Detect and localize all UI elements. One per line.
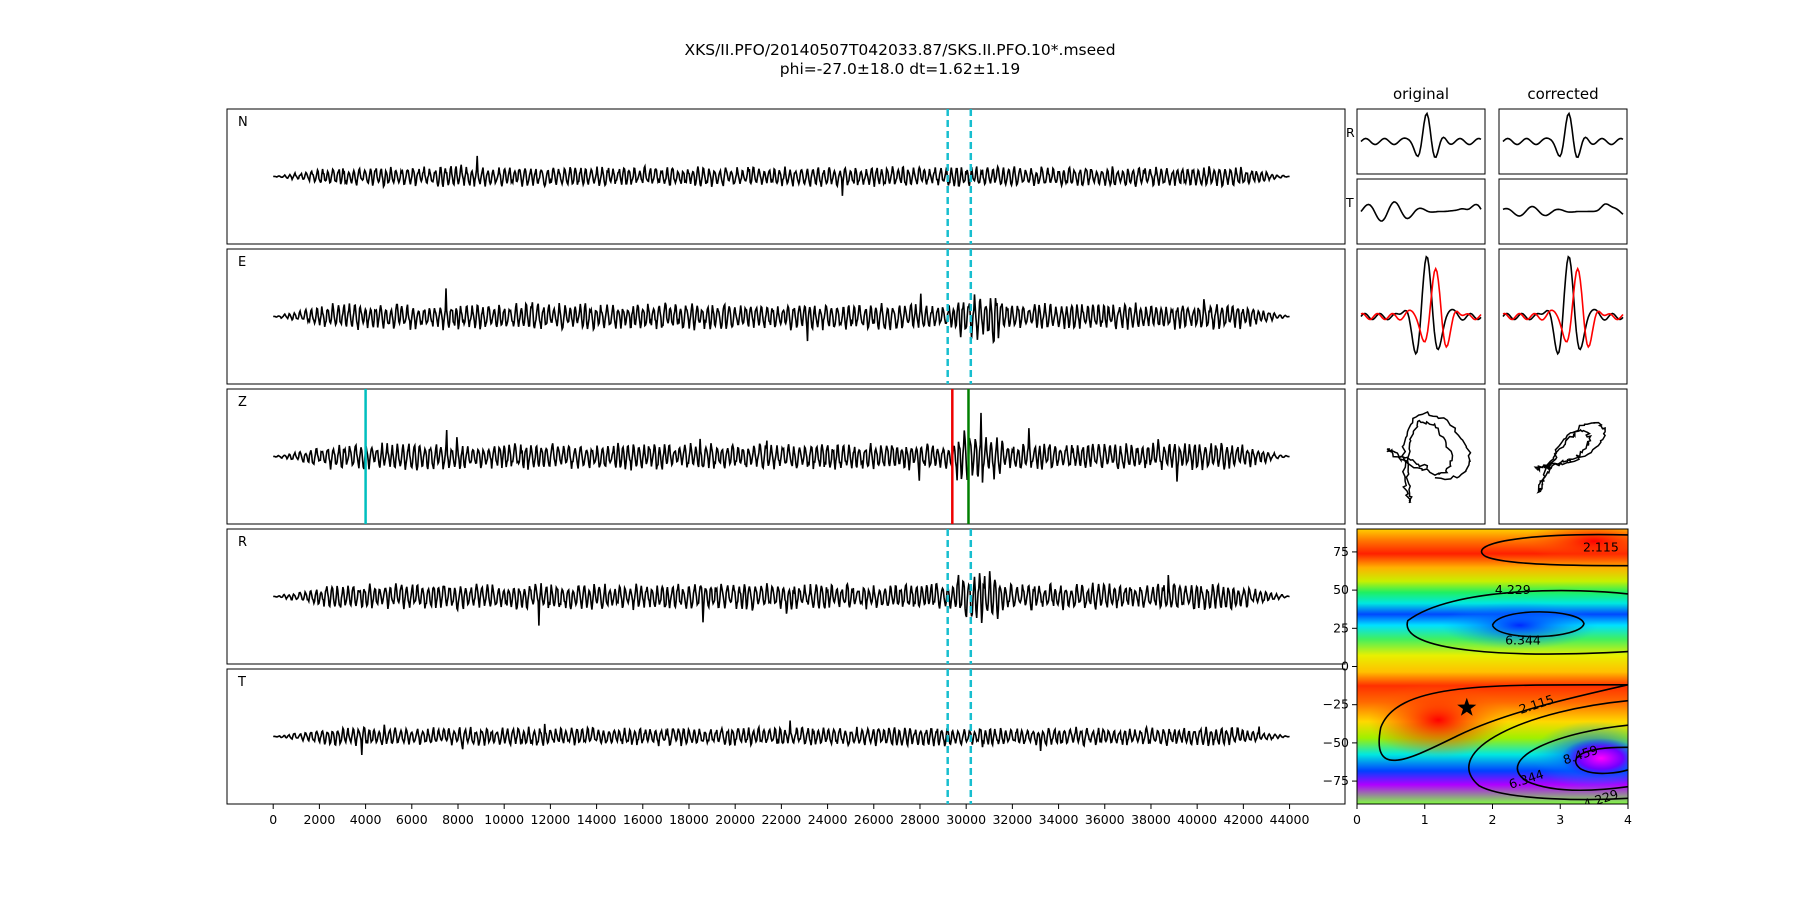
column-header-corrected: corrected — [1527, 85, 1598, 103]
x-tick-label: 38000 — [1131, 812, 1171, 827]
surface-red-region — [1368, 681, 1509, 758]
panel-label: T — [237, 675, 246, 690]
panel-frame — [1356, 178, 1486, 245]
comparison-panel-original-T — [1356, 178, 1486, 245]
x-tick-label: 44000 — [1270, 812, 1310, 827]
x-tick-label: 26000 — [854, 812, 894, 827]
waveform-line — [273, 720, 1290, 756]
contour-line-1 — [1480, 533, 1628, 567]
x-tick-label: 2000 — [303, 812, 335, 827]
comparison-panel-original-R — [1356, 108, 1486, 175]
overlay-black-line — [1502, 255, 1624, 356]
map-x-tick-label: 4 — [1624, 812, 1632, 827]
x-tick-label: 6000 — [396, 812, 428, 827]
x-tick-label: 14000 — [577, 812, 617, 827]
waveform-line — [273, 288, 1290, 345]
waveform-line — [273, 571, 1290, 626]
x-tick-label: 20000 — [715, 812, 755, 827]
wavelet-line — [1360, 201, 1482, 222]
comparison-panel-original-particle-motion — [1356, 388, 1486, 525]
map-x-tick-label: 3 — [1556, 812, 1564, 827]
x-tick-label: 30000 — [946, 812, 986, 827]
map-y-tick-label: 25 — [1333, 620, 1349, 635]
contour-line-3 — [1491, 611, 1585, 638]
x-tick-label: 28000 — [900, 812, 940, 827]
panel-label: Z — [238, 395, 247, 410]
comparison-panel-corrected-particle-motion — [1498, 388, 1628, 525]
map-y-tick-label: 75 — [1333, 544, 1349, 559]
contour-line-5 — [1575, 746, 1628, 775]
contour-label: 4.229 — [1495, 582, 1531, 597]
map-y-tick-label: −75 — [1323, 773, 1349, 788]
contour-line-4 — [1378, 683, 1628, 762]
x-tick-label: 10000 — [484, 812, 524, 827]
comparison-panel-corrected-R — [1498, 108, 1628, 175]
x-tick-label: 12000 — [531, 812, 571, 827]
overlay-red-line — [1502, 266, 1624, 349]
map-y-tick-label: −50 — [1323, 735, 1349, 750]
best-fit-star — [1457, 697, 1477, 716]
trace-panels: N E Z R T 0 2000 4000 6000 8000 10000 12000 14000 160… — [226, 108, 1346, 827]
contour-line-6 — [1516, 724, 1628, 792]
comparison-panels: original corrected R T — [1345, 85, 1628, 525]
contour-line-2 — [1406, 589, 1628, 655]
x-tick-label: 34000 — [1039, 812, 1079, 827]
comparison-panel-corrected-overlay — [1498, 248, 1628, 385]
row-label-t: T — [1345, 195, 1354, 210]
trace-panel-z: Z — [226, 388, 1346, 525]
trace-panel-r: R — [226, 528, 1346, 665]
overlay-black-line — [1360, 255, 1482, 356]
trace-panel-t: T — [226, 668, 1346, 805]
x-tick-label: 16000 — [623, 812, 663, 827]
x-tick-label: 24000 — [808, 812, 848, 827]
particle-motion-line — [1533, 421, 1607, 494]
comparison-panel-original-overlay — [1356, 248, 1486, 385]
panel-label: R — [238, 535, 247, 550]
map-y-tick-label: −25 — [1323, 697, 1349, 712]
x-tick-label: 40000 — [1177, 812, 1217, 827]
panel-frame — [1356, 248, 1486, 385]
surface-red-region-top — [1524, 529, 1628, 564]
figure-subtitle: phi=-27.0±18.0 dt=1.62±1.19 — [779, 60, 1021, 78]
panel-frame — [1498, 178, 1628, 245]
x-tick-label: 32000 — [992, 812, 1032, 827]
wavelet-line — [1502, 203, 1624, 217]
column-header-original: original — [1393, 85, 1449, 103]
wavelet-line — [1360, 111, 1482, 159]
map-x-tick-label: 2 — [1489, 812, 1497, 827]
panel-label: N — [238, 115, 248, 130]
comparison-panel-corrected-T — [1498, 178, 1628, 245]
x-tick-label: 42000 — [1223, 812, 1263, 827]
wavelet-line — [1502, 111, 1624, 159]
x-tick-label: 0 — [269, 812, 277, 827]
waveform-line — [273, 155, 1290, 196]
trace-panel-e: E — [226, 248, 1346, 385]
x-tick-label: 36000 — [1085, 812, 1125, 827]
contour-label: 6.344 — [1505, 633, 1541, 648]
panel-frame — [1356, 388, 1486, 525]
contour-label: 2.115 — [1583, 539, 1619, 554]
waveform-line — [273, 412, 1290, 483]
particle-motion-line — [1386, 411, 1472, 504]
contour-line-7 — [1468, 700, 1628, 801]
map-x-tick-label: 1 — [1421, 812, 1429, 827]
map-x-tick-label: 0 — [1353, 812, 1361, 827]
x-tick-label: 4000 — [350, 812, 382, 827]
panel-frame — [226, 388, 1346, 525]
map-y-tick-label: 50 — [1333, 582, 1349, 597]
figure-title: XKS/II.PFO/20140507T042033.87/SKS.II.PFO… — [684, 41, 1116, 59]
x-tick-label: 22000 — [761, 812, 801, 827]
x-tick-label: 8000 — [442, 812, 474, 827]
overlay-red-line — [1360, 266, 1482, 349]
panel-label: E — [238, 255, 246, 270]
trace-panel-n: N — [226, 108, 1346, 245]
row-label-r: R — [1346, 125, 1355, 140]
x-tick-label: 18000 — [669, 812, 709, 827]
panel-frame — [1498, 388, 1628, 525]
map-y-tick-label: 0 — [1341, 659, 1349, 674]
